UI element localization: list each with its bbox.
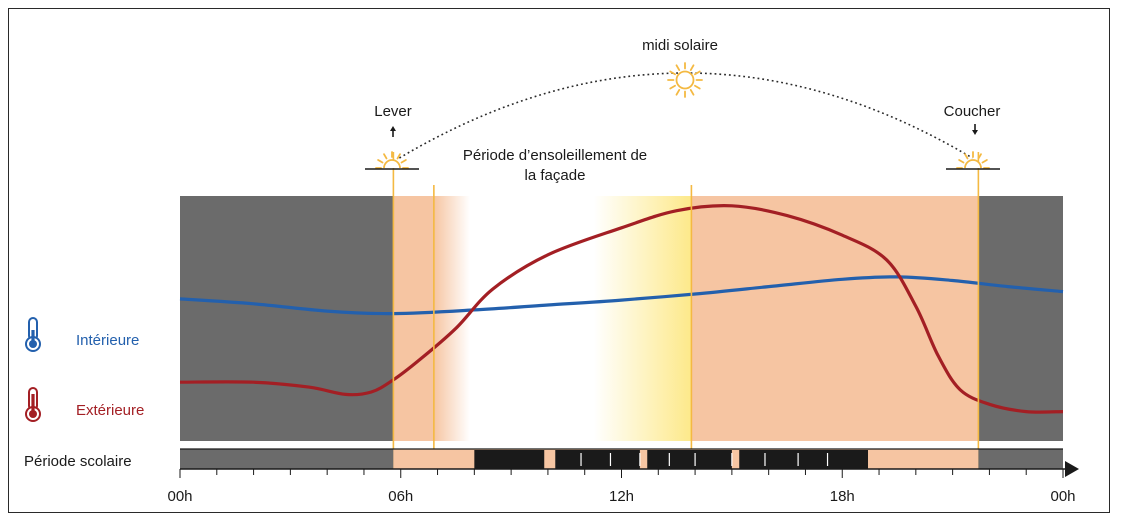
series-line-interieure xyxy=(179,275,1064,316)
ensoleillement-label-line2: la façade xyxy=(525,167,586,184)
outer-frame xyxy=(8,8,1110,513)
sun-ray xyxy=(675,89,681,96)
x-tick-label: 18h xyxy=(830,488,855,505)
sunset-arrow-icon xyxy=(972,124,978,135)
periode-scolaire-label: Période scolaire xyxy=(24,453,132,470)
sun-ray xyxy=(689,64,695,71)
sunrise-arrow-icon xyxy=(390,126,396,137)
sun-ray xyxy=(377,159,384,164)
sun-half-disc xyxy=(964,159,982,169)
sun-ray xyxy=(400,159,407,164)
sun-disc xyxy=(675,70,695,90)
x-tick-label: 00h xyxy=(167,488,192,505)
background-bands xyxy=(180,196,1063,441)
sun-ray xyxy=(977,153,982,160)
lever-label: Lever xyxy=(374,103,412,120)
sun-ray xyxy=(689,89,695,96)
school-night-evening xyxy=(978,449,1063,469)
thermometer-cold-icon xyxy=(25,317,41,352)
sun-icon xyxy=(667,62,703,98)
night-band-morning xyxy=(180,196,394,441)
legend-exterieure-label: Extérieure xyxy=(76,402,144,419)
sun-ray xyxy=(396,153,401,160)
night-band-evening xyxy=(978,196,1063,441)
x-tick-label: 00h xyxy=(1050,488,1075,505)
sun-ray xyxy=(675,64,681,71)
sunset-icon xyxy=(946,151,1000,170)
sun-ray xyxy=(958,159,965,164)
sun-ray xyxy=(669,70,676,76)
sun-ray xyxy=(964,153,969,160)
school-block xyxy=(555,450,640,469)
school-block xyxy=(647,450,732,469)
sun-ray xyxy=(383,153,388,160)
school-block xyxy=(474,450,545,469)
facade-sunlit-band xyxy=(433,196,692,441)
x-tick-label: 06h xyxy=(388,488,413,505)
legend-interieure-label: Intérieure xyxy=(76,332,139,349)
series-line-exterieure xyxy=(179,204,1064,414)
school-period-bar xyxy=(180,448,1063,469)
sun-ray xyxy=(694,70,701,76)
midi-solaire-label: midi solaire xyxy=(642,37,718,54)
sunrise-icon xyxy=(365,151,419,170)
x-axis-arrow-icon xyxy=(1065,461,1079,477)
ensoleillement-label-line1: Période d’ensoleillement de xyxy=(463,147,647,164)
sun-ray xyxy=(669,84,676,90)
sun-ray xyxy=(981,159,988,164)
x-tick-label: 12h xyxy=(609,488,634,505)
sun-half-disc xyxy=(383,159,401,169)
x-axis: 00h 06h 12h 18h 00h xyxy=(167,461,1079,505)
thermometer-hot-icon xyxy=(25,387,41,422)
school-block xyxy=(739,450,869,469)
school-night-morning xyxy=(180,449,394,469)
sun-ray xyxy=(694,84,701,90)
event-lines xyxy=(392,152,980,469)
coucher-label: Coucher xyxy=(944,103,1001,120)
